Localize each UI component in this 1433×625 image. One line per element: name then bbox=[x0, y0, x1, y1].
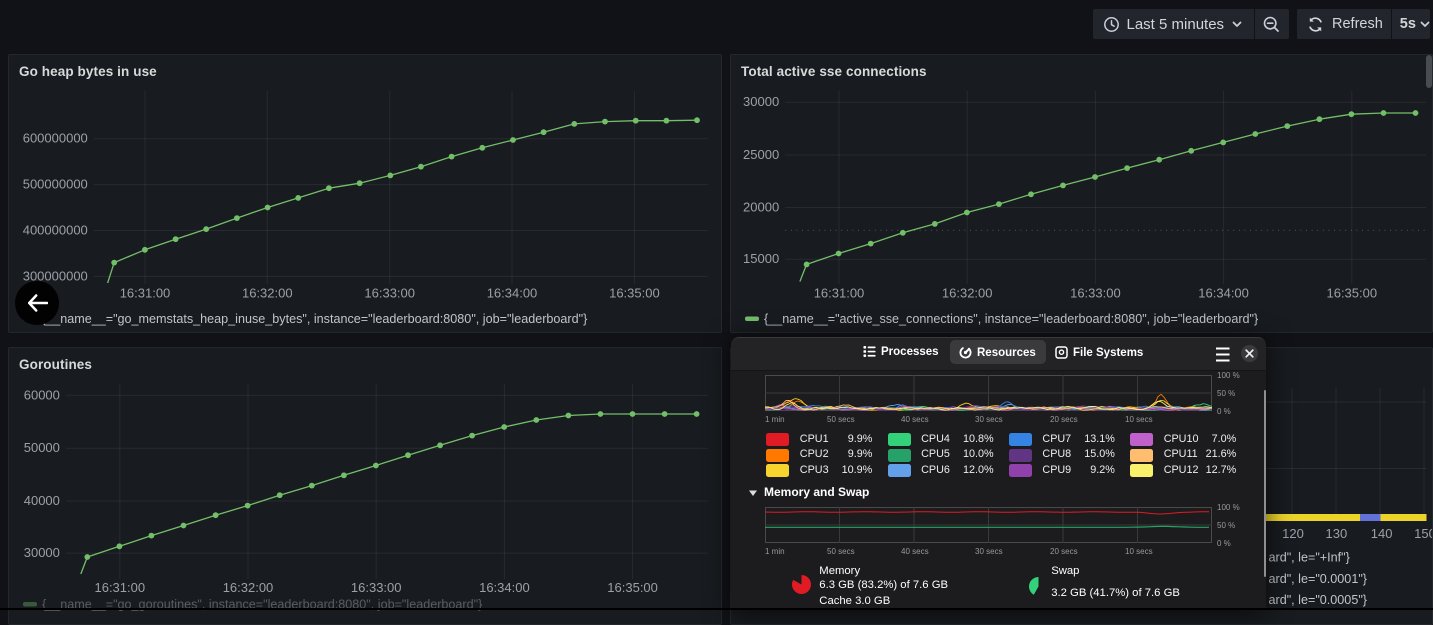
svg-text:130: 130 bbox=[1326, 526, 1348, 541]
svg-text:16:32:00: 16:32:00 bbox=[242, 286, 293, 301]
svg-text:15000: 15000 bbox=[743, 251, 779, 266]
svg-text:60000: 60000 bbox=[24, 387, 60, 402]
svg-text:500000000: 500000000 bbox=[23, 177, 88, 192]
svg-text:16:34:00: 16:34:00 bbox=[487, 286, 538, 301]
svg-text:16:33:00: 16:33:00 bbox=[364, 286, 415, 301]
svg-text:16:33:00: 16:33:00 bbox=[1070, 286, 1121, 301]
svg-text:16:35:00: 16:35:00 bbox=[1326, 286, 1377, 301]
svg-text:16:31:00: 16:31:00 bbox=[120, 286, 171, 301]
svg-text:16:33:00: 16:33:00 bbox=[351, 580, 402, 595]
svg-text:16:34:00: 16:34:00 bbox=[479, 580, 530, 595]
svg-text:300000000: 300000000 bbox=[23, 268, 88, 283]
svg-text:150: 150 bbox=[1414, 526, 1432, 541]
svg-text:ard", le="+Inf"}: ard", le="+Inf"} bbox=[1269, 551, 1350, 565]
svg-text:16:32:00: 16:32:00 bbox=[223, 580, 274, 595]
svg-text:16:31:00: 16:31:00 bbox=[814, 286, 865, 301]
svg-text:600000000: 600000000 bbox=[23, 131, 88, 146]
svg-text:16:35:00: 16:35:00 bbox=[609, 286, 660, 301]
svg-text:ard", le="0.0001"}: ard", le="0.0001"} bbox=[1269, 572, 1368, 586]
svg-text:120: 120 bbox=[1282, 526, 1304, 541]
svg-text:30000: 30000 bbox=[24, 545, 60, 560]
svg-text:16:32:00: 16:32:00 bbox=[942, 286, 993, 301]
svg-text:140: 140 bbox=[1371, 526, 1393, 541]
svg-text:400000000: 400000000 bbox=[23, 223, 88, 238]
svg-text:25000: 25000 bbox=[743, 147, 779, 162]
svg-text:{__name__="go_memstats_heap_in: {__name__="go_memstats_heap_inuse_bytes"… bbox=[42, 312, 587, 326]
svg-text:{__name__="active_sse_connecti: {__name__="active_sse_connections", inst… bbox=[764, 312, 1258, 326]
svg-text:50000: 50000 bbox=[24, 440, 60, 455]
svg-text:16:34:00: 16:34:00 bbox=[1198, 286, 1249, 301]
svg-text:16:35:00: 16:35:00 bbox=[607, 580, 658, 595]
svg-text:20000: 20000 bbox=[743, 200, 779, 215]
svg-text:30000: 30000 bbox=[743, 94, 779, 109]
svg-text:16:31:00: 16:31:00 bbox=[94, 580, 145, 595]
svg-text:40000: 40000 bbox=[24, 493, 60, 508]
svg-text:ard", le="0.0005"}: ard", le="0.0005"} bbox=[1269, 593, 1368, 607]
